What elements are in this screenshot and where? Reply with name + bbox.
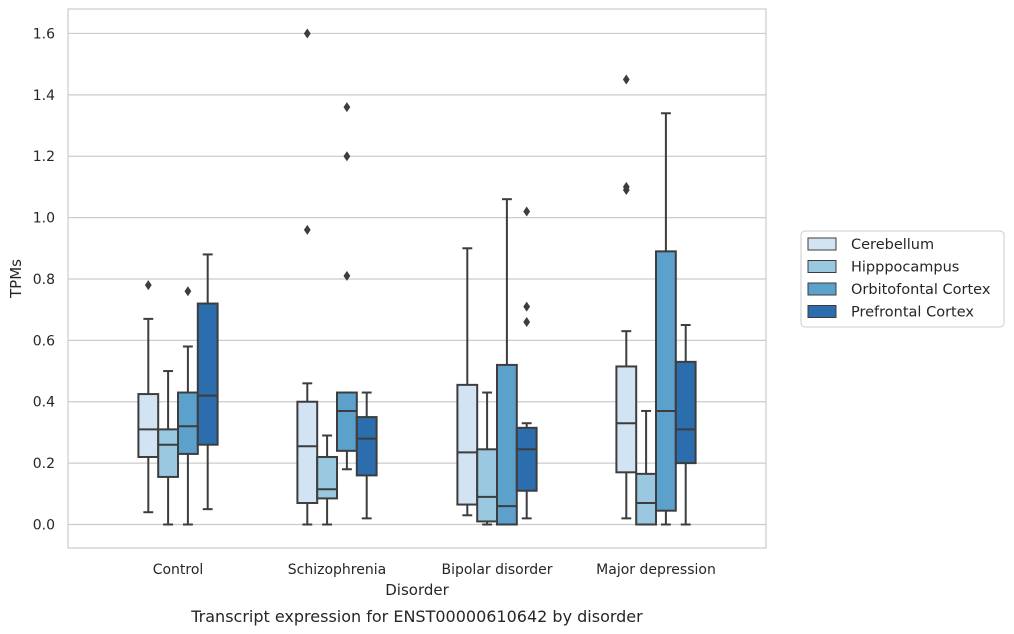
box-iqr — [336, 391, 358, 452]
box-cerebellum-3 — [615, 74, 638, 520]
box-iqr — [137, 393, 160, 458]
box-iqr — [615, 365, 638, 474]
legend-box — [800, 230, 1005, 328]
box-orbitofontal-cortex-0 — [177, 286, 199, 526]
box-iqr — [635, 472, 658, 526]
box-hipppocampus-3 — [635, 409, 658, 526]
x-tick-label: Schizophrenia — [288, 562, 386, 578]
chart-caption: Transcript expression for ENST0000061064… — [190, 607, 643, 626]
y-tick-label: 0.0 — [33, 518, 55, 534]
y-tick-label: 0.2 — [33, 456, 55, 472]
y-tick-label: 1.4 — [33, 88, 55, 104]
box-prefrontal-cortex-1 — [355, 391, 378, 520]
y-tick-label: 1.6 — [33, 26, 55, 42]
outlier-point — [622, 181, 630, 192]
box-hipppocampus-2 — [476, 391, 499, 526]
y-tick-label: 1.2 — [33, 149, 55, 165]
y-tick-label: 1.0 — [33, 211, 55, 227]
box-iqr — [157, 428, 179, 478]
legend-swatch — [807, 282, 837, 296]
y-tick-label: 0.8 — [33, 272, 55, 288]
y-axis-title: TPMs — [7, 259, 25, 299]
outlier-point — [343, 151, 351, 162]
outlier-point — [303, 224, 311, 235]
outlier-point — [523, 301, 531, 312]
box-prefrontal-cortex-3 — [674, 324, 697, 526]
box-iqr — [177, 391, 199, 455]
x-tick-labels: Control Schizophrenia Bipolar disorder Majo… — [153, 562, 716, 578]
outlier-point — [622, 74, 630, 85]
outlier-point — [184, 286, 192, 297]
box-iqr — [355, 416, 378, 477]
legend-swatch — [807, 260, 837, 273]
legend-label: Hipppocampus — [851, 260, 959, 276]
x-tick-label: Bipolar disorder — [441, 562, 552, 578]
box-layer — [137, 28, 697, 526]
legend: Cerebellum Hipppocampus Orbitofontal Corte… — [800, 230, 1005, 328]
box-prefrontal-cortex-2 — [515, 206, 538, 520]
legend-label: Prefrontal Cortex — [851, 305, 974, 321]
legend-swatch — [807, 237, 837, 251]
outlier-point — [343, 102, 351, 113]
outlier-point — [523, 316, 531, 327]
box-iqr — [515, 426, 538, 492]
box-cerebellum-0 — [137, 280, 160, 514]
outlier-point — [343, 270, 351, 281]
legend-label: Orbitofontal Cortex — [851, 282, 991, 298]
box-iqr — [196, 302, 219, 446]
y-tick-label: 0.4 — [33, 395, 55, 411]
box-cerebellum-2 — [456, 247, 479, 517]
box-iqr — [476, 448, 499, 523]
legend-swatch — [807, 305, 837, 318]
plot-frame — [67, 8, 767, 549]
x-tick-label: Control — [153, 562, 204, 578]
outlier-point — [144, 280, 152, 291]
outlier-point — [303, 28, 311, 39]
y-tick-labels: 0.0 0.2 0.4 0.6 0.8 1.0 1.2 1.4 1.6 — [33, 26, 55, 533]
legend-label: Cerebellum — [851, 237, 934, 253]
box-iqr — [674, 360, 697, 465]
x-axis-title: Disorder — [385, 581, 449, 599]
box-iqr — [296, 400, 319, 505]
box-orbitofontal-cortex-1 — [336, 102, 358, 471]
outlier-point — [523, 206, 531, 217]
box-cerebellum-1 — [296, 28, 319, 526]
box-orbitofontal-cortex-2 — [496, 198, 518, 526]
box-hipppocampus-1 — [316, 434, 339, 526]
box-hipppocampus-0 — [157, 370, 179, 526]
box-prefrontal-cortex-0 — [196, 253, 219, 511]
box-iqr — [496, 363, 518, 526]
x-tick-label: Major depression — [596, 562, 716, 578]
box-iqr — [456, 383, 479, 506]
y-tick-label: 0.6 — [33, 333, 55, 349]
box-iqr — [655, 250, 677, 512]
box-orbitofontal-cortex-3 — [655, 112, 677, 526]
box-iqr — [316, 455, 339, 500]
